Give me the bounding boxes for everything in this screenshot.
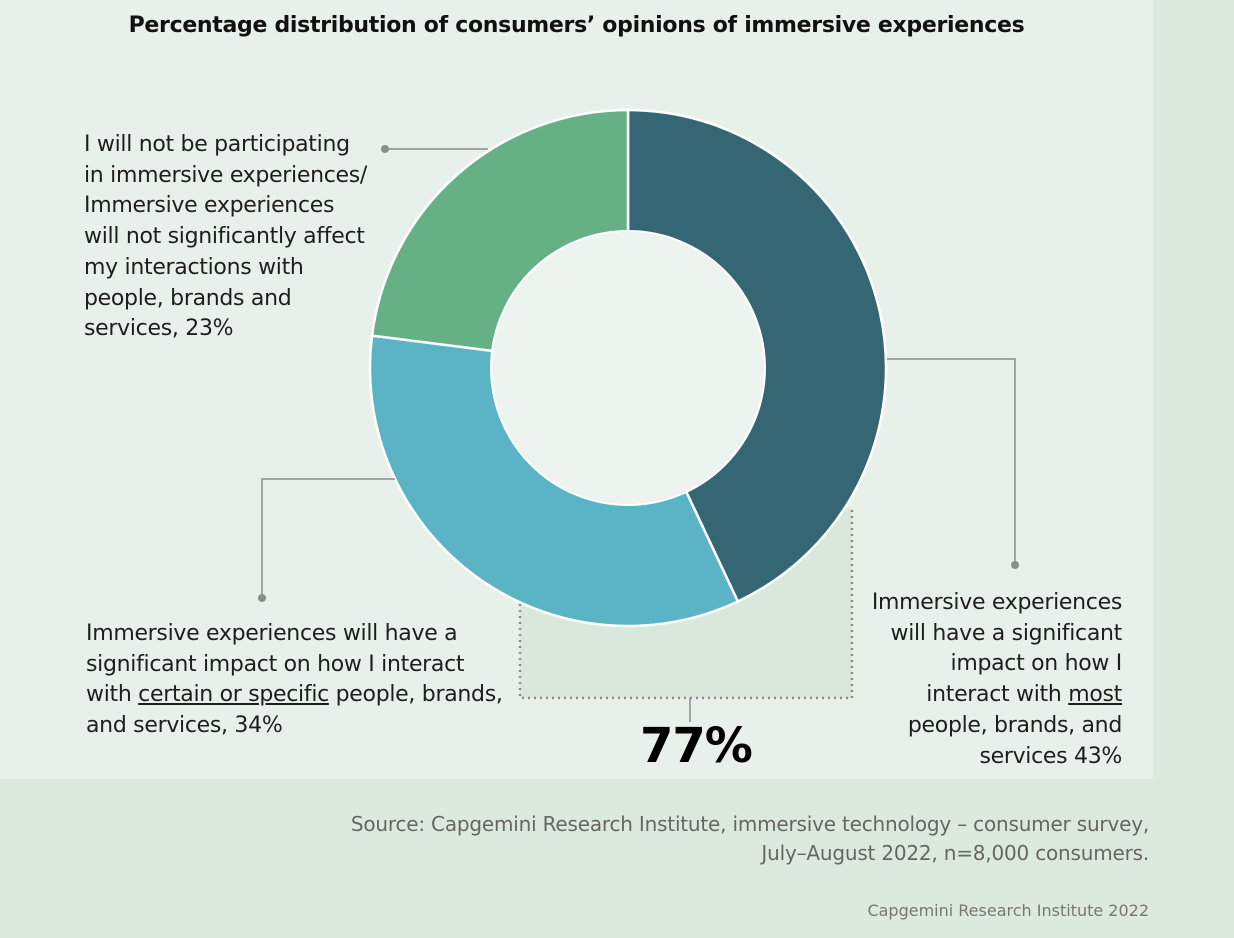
chart-title: Percentage distribution of consumers’ op… [128, 13, 1025, 38]
leader-dot-43 [1011, 561, 1019, 569]
combined-bracket [518, 508, 854, 700]
slice-label-certain-specific: Immersive experiences will have a signif… [86, 621, 503, 739]
leader-dot-23 [381, 145, 389, 153]
emphasis-most: most [1068, 682, 1122, 708]
combined-percentage: 77% [640, 718, 753, 774]
leader-line-43 [887, 358, 1016, 565]
credit-line: Capgemini Research Institute 2022 [867, 901, 1149, 920]
slice-label-not-participating: I will not be participating in immersive… [84, 132, 368, 342]
source-note: Source: Capgemini Research Institute, im… [351, 810, 1149, 867]
source-line-2: July–August 2022, n=8,000 consumers. [761, 840, 1149, 865]
leader-line-34 [261, 478, 395, 598]
source-line-1: Source: Capgemini Research Institute, im… [350, 812, 1149, 836]
emphasis-certain-specific: certain or specific [138, 682, 329, 708]
leader-dot-34 [258, 594, 266, 602]
slice-label-most: Immersive experiences will have a signif… [871, 590, 1122, 769]
donut-hole [490, 230, 766, 506]
